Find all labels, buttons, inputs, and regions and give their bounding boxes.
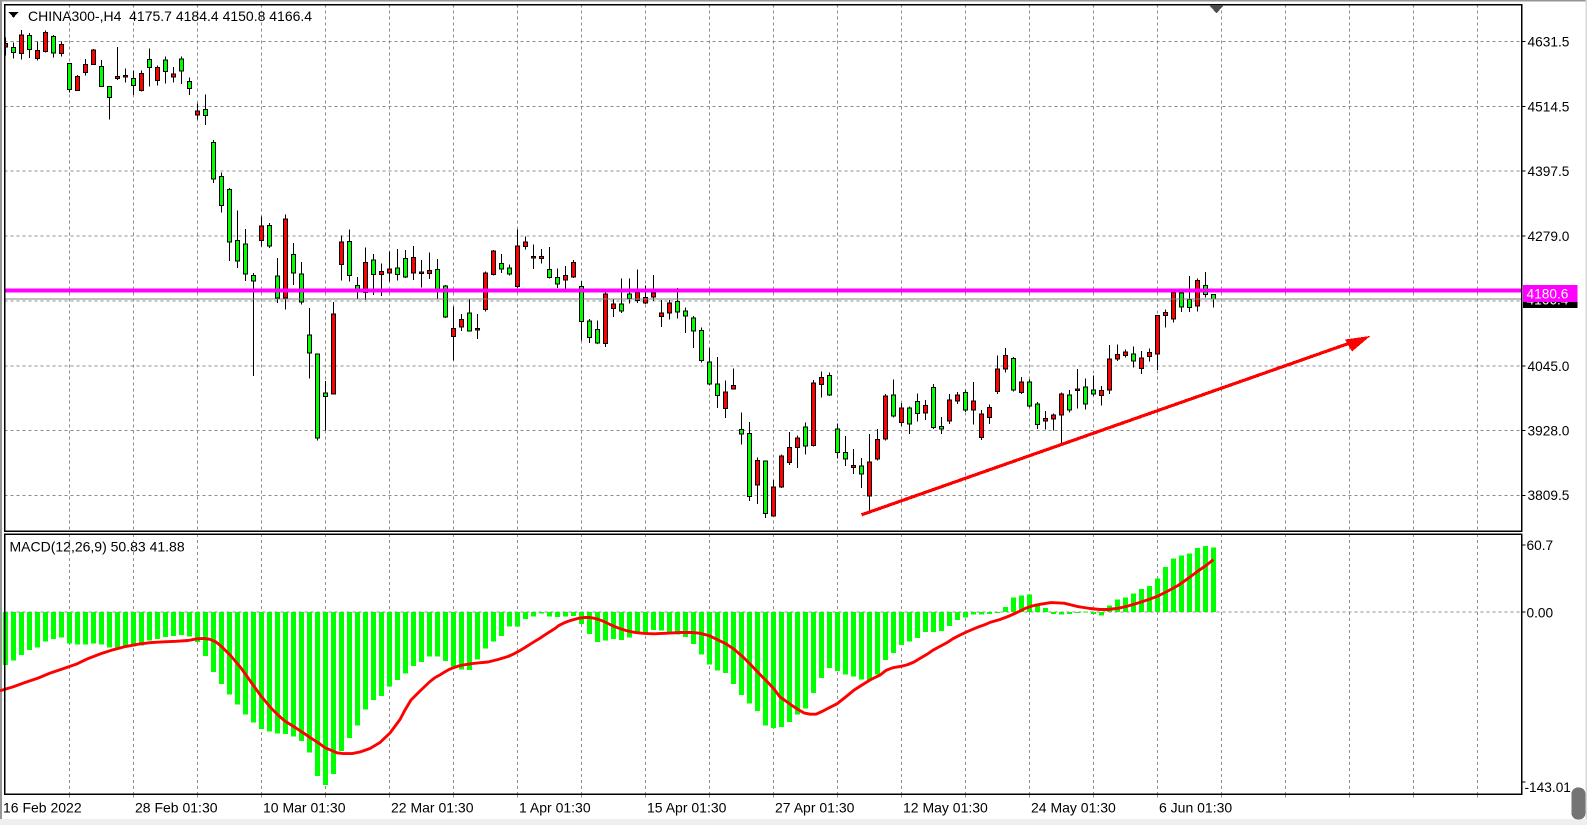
svg-text:10 Mar 01:30: 10 Mar 01:30 [263,800,346,816]
svg-text:3809.5: 3809.5 [1528,488,1570,503]
svg-text:CHINA300-,H4 4175.7 4184.4 41: CHINA300-,H4 4175.7 4184.4 4150.8 4166.4 [28,8,312,24]
svg-text:15 Apr 01:30: 15 Apr 01:30 [647,800,727,816]
svg-text:4514.5: 4514.5 [1528,99,1570,114]
svg-text:3928.0: 3928.0 [1528,423,1570,438]
svg-text:MACD(12,26,9) 50.83 41.88: MACD(12,26,9) 50.83 41.88 [10,539,185,555]
svg-text:22 Mar 01:30: 22 Mar 01:30 [391,800,474,816]
svg-text:-143.01: -143.01 [1525,780,1571,795]
svg-text:16 Feb 2022: 16 Feb 2022 [3,800,82,816]
svg-text:4397.5: 4397.5 [1528,164,1570,179]
svg-text:4045.0: 4045.0 [1528,359,1570,374]
svg-text:27 Apr 01:30: 27 Apr 01:30 [775,800,855,816]
svg-text:4631.5: 4631.5 [1528,34,1570,49]
svg-text:1 Apr 01:30: 1 Apr 01:30 [519,800,591,816]
svg-text:4279.0: 4279.0 [1528,229,1570,244]
svg-text:0.00: 0.00 [1527,606,1554,621]
svg-text:28 Feb 01:30: 28 Feb 01:30 [135,800,218,816]
svg-text:24 May 01:30: 24 May 01:30 [1031,800,1116,816]
svg-text:4180.6: 4180.6 [1527,287,1569,302]
svg-text:12 May 01:30: 12 May 01:30 [903,800,988,816]
svg-text:6 Jun 01:30: 6 Jun 01:30 [1159,800,1232,816]
svg-text:60.7: 60.7 [1527,538,1554,553]
